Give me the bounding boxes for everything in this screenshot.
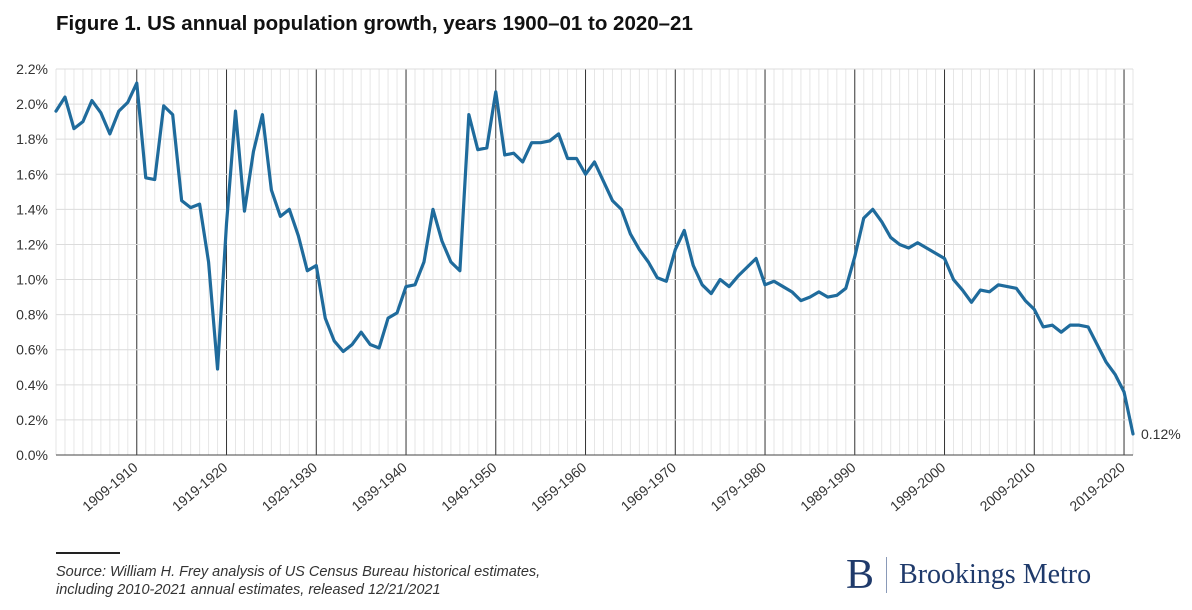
x-axis: 1909-1910 1919-1920 1929-1930 1939-1940 1949… bbox=[79, 459, 1128, 514]
y-tick-label: 1.4% bbox=[16, 201, 48, 217]
y-tick-label: 1.6% bbox=[16, 166, 48, 182]
logo-mark: B bbox=[846, 552, 875, 598]
x-tick-label: 1909-1910 bbox=[79, 459, 141, 514]
source-note: Source: William H. Frey analysis of US C… bbox=[56, 564, 541, 598]
logo-text: Brookings Metro bbox=[899, 559, 1092, 590]
end-label-layer: 0.12% bbox=[1141, 426, 1181, 442]
x-tick-label: 2009-2010 bbox=[977, 459, 1039, 514]
x-tick-label: 1999-2000 bbox=[887, 459, 949, 514]
x-tick-label: 1939-1940 bbox=[348, 459, 410, 514]
x-tick-label: 1949-1950 bbox=[438, 459, 500, 514]
y-tick-label: 1.2% bbox=[16, 236, 48, 252]
series-line bbox=[54, 81, 1135, 436]
x-tick-label: 1919-1920 bbox=[169, 459, 231, 514]
y-tick-label: 0.2% bbox=[16, 412, 48, 428]
series-layer bbox=[54, 81, 1135, 436]
footer-rule bbox=[56, 552, 120, 554]
y-tick-label: 0.0% bbox=[16, 447, 48, 463]
brookings-logo: B Brookings Metro bbox=[846, 553, 1091, 597]
x-tick-label: 1989-1990 bbox=[797, 459, 859, 514]
y-tick-label: 0.4% bbox=[16, 377, 48, 393]
y-tick-label: 1.0% bbox=[16, 272, 48, 288]
population-growth-chart: 0.0% 0.2% 0.4% 0.6% 0.8% 1.0% 1.2% 1.4% 1.6% 1.8%… bbox=[16, 61, 1181, 514]
minor-gridlines bbox=[55, 69, 1134, 455]
y-tick-label: 2.0% bbox=[16, 96, 48, 112]
y-tick-label: 2.2% bbox=[16, 61, 48, 77]
y-tick-label: 0.6% bbox=[16, 342, 48, 358]
logo-separator bbox=[886, 557, 888, 593]
x-tick-label: 1959-1960 bbox=[528, 459, 590, 514]
x-tick-label: 1979-1980 bbox=[707, 459, 769, 514]
y-tick-label: 1.8% bbox=[16, 131, 48, 147]
x-tick-label: 1929-1930 bbox=[259, 459, 321, 514]
x-tick-label: 1969-1970 bbox=[618, 459, 680, 514]
y-tick-label: 0.8% bbox=[16, 307, 48, 323]
chart-title: Figure 1. US annual population growth, y… bbox=[56, 12, 693, 35]
x-tick-label: 2019-2020 bbox=[1066, 459, 1128, 514]
y-axis: 0.0% 0.2% 0.4% 0.6% 0.8% 1.0% 1.2% 1.4% 1.6% 1.8%… bbox=[16, 61, 1133, 463]
end-value-label: 0.12% bbox=[1141, 426, 1181, 442]
